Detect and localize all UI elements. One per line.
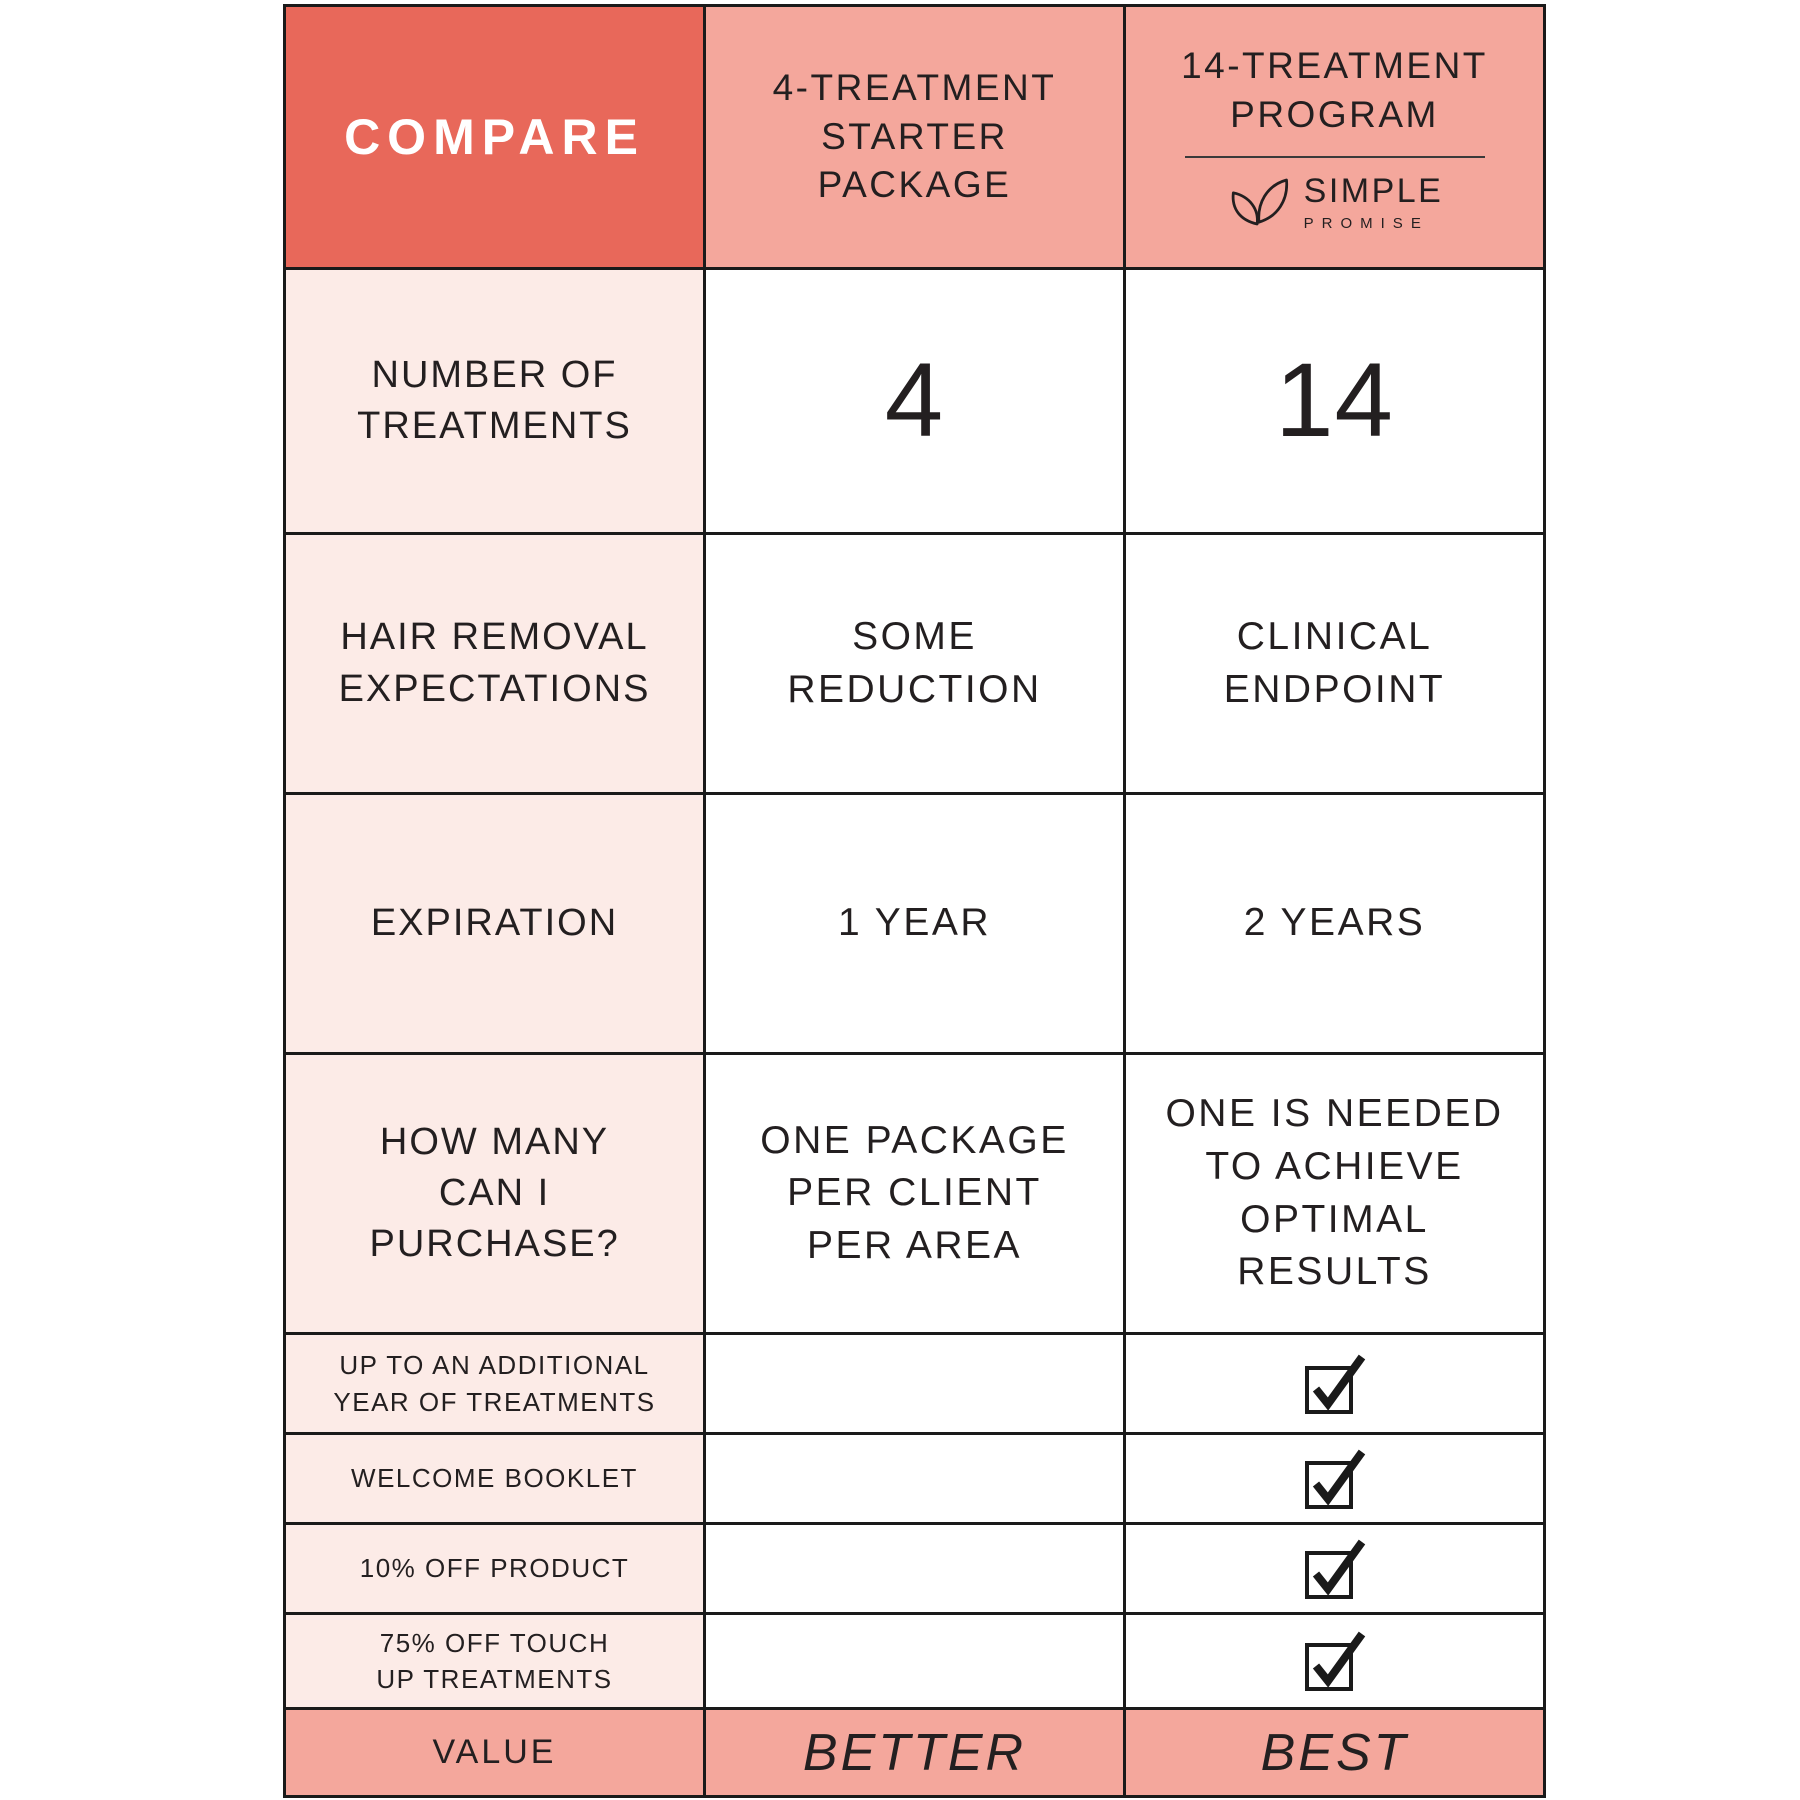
cell-program-welcome-booklet <box>1126 1435 1546 1525</box>
checkmark-icon <box>1304 1539 1365 1599</box>
row-label-number-of-treatments: NUMBER OF TREATMENTS <box>286 270 706 535</box>
comparison-table: COMPARE 4-TREATMENT STARTER PACKAGE 14-T… <box>283 4 1546 1798</box>
row-label-touch-up-discount: 75% OFF TOUCH UP TREATMENTS <box>286 1615 706 1710</box>
header-divider-line <box>1184 155 1485 158</box>
row-label-value: VALUE <box>286 1710 706 1798</box>
cell-starter-product-discount <box>706 1525 1126 1615</box>
cell-starter-value: BETTER <box>706 1710 1126 1798</box>
row-label-welcome-booklet: WELCOME BOOKLET <box>286 1435 706 1525</box>
program-header-cell: 14-TREATMENT PROGRAM SIMPLE PROMISE <box>1126 7 1546 270</box>
cell-starter-how-many: ONE PACKAGE PER CLIENT PER AREA <box>706 1055 1126 1335</box>
cell-starter-touch-up-discount <box>706 1615 1126 1710</box>
cell-value-text: 2 YEARS <box>1243 901 1426 945</box>
checkmark-icon <box>1304 1449 1365 1509</box>
cell-value-text: 1 YEAR <box>837 901 992 945</box>
cell-program-expiration: 2 YEARS <box>1126 795 1546 1055</box>
cell-starter-hair-removal: SOME REDUCTION <box>706 535 1126 795</box>
cell-starter-additional-year <box>706 1335 1126 1435</box>
cell-value-text: 4 <box>884 342 945 459</box>
two-leaf-sprout-icon <box>1231 178 1288 226</box>
cell-value-text: 14 <box>1275 342 1394 459</box>
row-label-text: HOW MANY CAN I PURCHASE? <box>369 1120 620 1266</box>
row-label-text: HAIR REMOVAL EXPECTATIONS <box>338 616 651 710</box>
row-label-how-many-purchase: HOW MANY CAN I PURCHASE? <box>286 1055 706 1335</box>
cell-starter-expiration: 1 YEAR <box>706 795 1126 1055</box>
simple-promise-logo: SIMPLE PROMISE <box>1226 172 1444 232</box>
row-label-expiration: EXPIRATION <box>286 795 706 1055</box>
cell-starter-welcome-booklet <box>706 1435 1126 1525</box>
cell-program-hair-removal: CLINICAL ENDPOINT <box>1126 535 1546 795</box>
logo-subtitle: PROMISE <box>1303 214 1429 232</box>
starter-package-header-title: 4-TREATMENT STARTER PACKAGE <box>772 66 1057 206</box>
cell-value-text: BETTER <box>802 1723 1027 1782</box>
row-label-text: EXPIRATION <box>370 901 619 944</box>
cell-program-additional-year <box>1126 1335 1546 1435</box>
row-label-text: UP TO AN ADDITIONAL YEAR OF TREATMENTS <box>333 1350 656 1417</box>
row-label-text: 10% OFF PRODUCT <box>359 1553 630 1584</box>
compare-title: COMPARE <box>344 109 645 165</box>
compare-header-cell: COMPARE <box>286 7 706 270</box>
row-label-hair-removal-expectations: HAIR REMOVAL EXPECTATIONS <box>286 535 706 795</box>
row-label-text: NUMBER OF TREATMENTS <box>357 353 632 447</box>
cell-value-text: SOME REDUCTION <box>787 614 1042 711</box>
row-label-additional-year: UP TO AN ADDITIONAL YEAR OF TREATMENTS <box>286 1335 706 1435</box>
cell-program-how-many: ONE IS NEEDED TO ACHIEVE OPTIMAL RESULTS <box>1126 1055 1546 1335</box>
cell-program-touch-up-discount <box>1126 1615 1546 1710</box>
row-label-product-discount: 10% OFF PRODUCT <box>286 1525 706 1615</box>
cell-starter-number-of-treatments: 4 <box>706 270 1126 535</box>
cell-program-number-of-treatments: 14 <box>1126 270 1546 535</box>
checkmark-icon <box>1304 1631 1365 1691</box>
starter-package-header-cell: 4-TREATMENT STARTER PACKAGE <box>706 7 1126 270</box>
row-label-text: 75% OFF TOUCH UP TREATMENTS <box>376 1627 613 1694</box>
logo-name: SIMPLE <box>1303 171 1444 210</box>
cell-value-text: ONE IS NEEDED TO ACHIEVE OPTIMAL RESULTS <box>1165 1092 1504 1294</box>
cell-program-value: BEST <box>1126 1710 1546 1798</box>
row-label-text: WELCOME BOOKLET <box>351 1463 638 1494</box>
cell-program-product-discount <box>1126 1525 1546 1615</box>
cell-value-text: ONE PACKAGE PER CLIENT PER AREA <box>760 1118 1069 1267</box>
program-header-title: 14-TREATMENT PROGRAM <box>1181 45 1488 135</box>
row-label-text: VALUE <box>432 1733 557 1771</box>
checkmark-icon <box>1304 1354 1365 1414</box>
logo-wordmark: SIMPLE PROMISE <box>1304 172 1444 232</box>
cell-value-text: CLINICAL ENDPOINT <box>1223 614 1446 711</box>
cell-value-text: BEST <box>1260 1723 1409 1782</box>
